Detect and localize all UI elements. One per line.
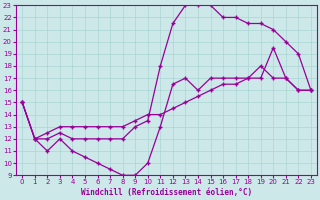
- X-axis label: Windchill (Refroidissement éolien,°C): Windchill (Refroidissement éolien,°C): [81, 188, 252, 197]
